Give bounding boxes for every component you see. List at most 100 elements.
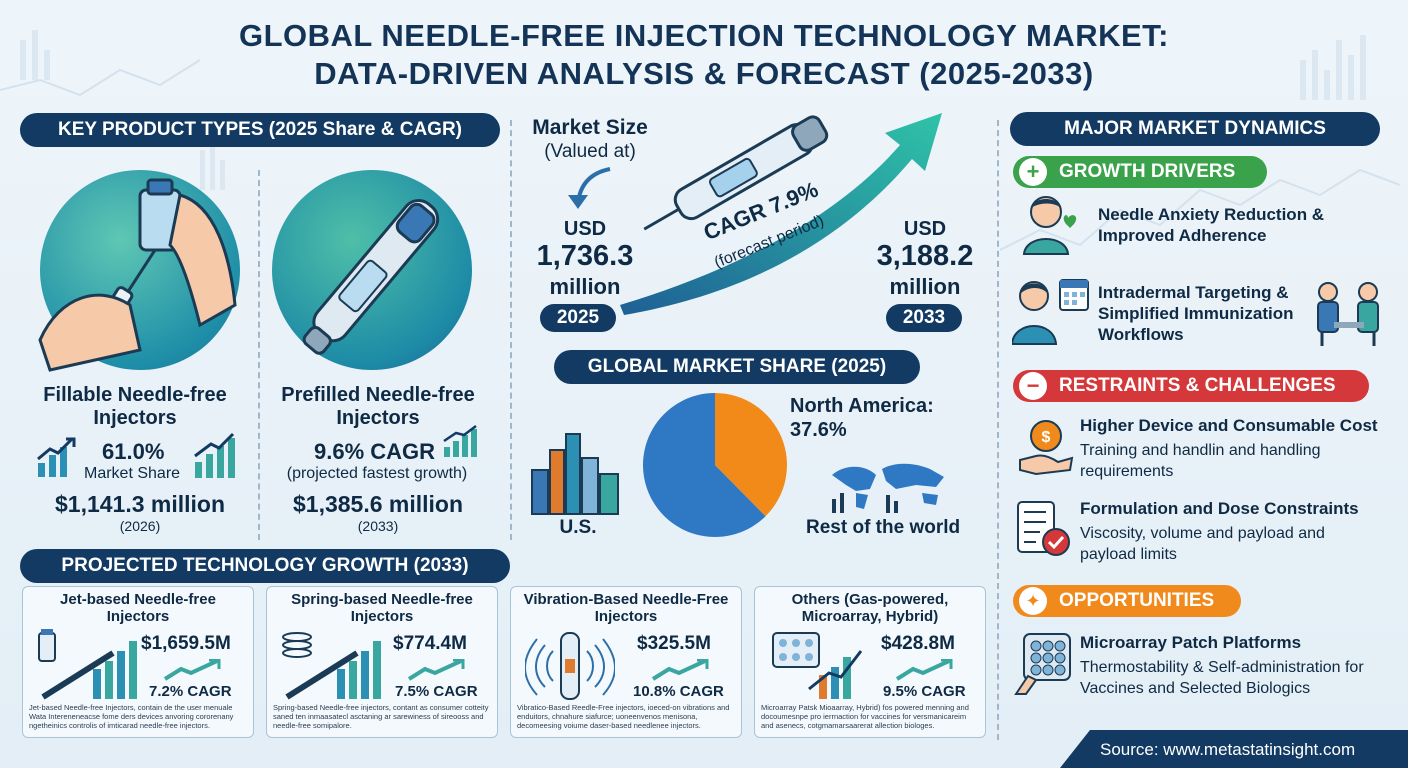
bar-growth-icon bbox=[194, 432, 235, 478]
tech-card-title: Spring-based Needle-free Injectors bbox=[291, 591, 473, 625]
opportunity-item-desc: Thermostability & Self-administration fo… bbox=[1080, 659, 1364, 697]
prefilled-injectors-name: Prefilled Needle-free Injectors bbox=[281, 384, 475, 429]
end-currency: USD bbox=[903, 218, 947, 240]
fillable-share-value: 61.0% bbox=[102, 439, 165, 464]
needle-free-pen-icon bbox=[643, 115, 829, 231]
hands-vial-syringe-icon bbox=[38, 178, 237, 372]
pie-slice-rest bbox=[643, 393, 766, 537]
tech-card-description: Jet-based Needle-free Injectors, contain… bbox=[29, 703, 234, 730]
trend-arrow-icon bbox=[407, 659, 465, 681]
microarray-patch-hand-icon bbox=[1014, 633, 1071, 695]
clinician-calendar-icon bbox=[1012, 279, 1089, 345]
global-market-share-heading: GLOBAL MARKET SHARE (2025) bbox=[554, 350, 920, 384]
spring-injector-icon bbox=[282, 632, 381, 700]
tech-card-jet: Jet-based Needle-free Injectors $1,659.5… bbox=[22, 586, 254, 738]
rest-of-world-label: Rest of the world bbox=[806, 517, 961, 538]
tech-card-description: Microarray Patsk Mioaarray, Hybrid) fos … bbox=[761, 703, 969, 730]
restraint-item-title: Formulation and Dose Constraints bbox=[1080, 499, 1359, 518]
restraint-item-title: Higher Device and Consumable Cost bbox=[1080, 416, 1378, 435]
tech-card-title: Jet-based Needle-free Injectors bbox=[60, 591, 216, 625]
injector-pen-icon bbox=[302, 199, 440, 355]
lightbulb-icon: ✦ bbox=[1019, 587, 1047, 615]
trend-arrow-icon bbox=[895, 659, 953, 681]
page-title-line1: GLOBAL NEEDLE-FREE INJECTION TECHNOLOGY … bbox=[238, 18, 1169, 53]
driver-item-title: Needle Anxiety Reduction & Improved Adhe… bbox=[1098, 205, 1325, 245]
tech-card-description: Vibratico-Based Reedle-Free injectors, i… bbox=[517, 703, 730, 730]
tech-card-title: Others (Gas-powered, Microarray, Hybrid) bbox=[791, 591, 949, 625]
restraints-pill: − RESTRAINTS & CHALLENGES bbox=[1013, 370, 1369, 402]
tech-card-cagr: 9.5% CAGR bbox=[883, 683, 966, 700]
page-title-line2: DATA-DRIVEN ANALYSIS & FORECAST (2025-20… bbox=[314, 56, 1094, 91]
tech-card-others: Others (Gas-powered, Microarray, Hybrid)… bbox=[754, 586, 986, 738]
fillable-share-label: Market Share bbox=[84, 465, 181, 482]
tech-card-cagr: 7.5% CAGR bbox=[395, 683, 478, 700]
tech-card-value: $1,659.5M bbox=[141, 633, 231, 654]
market-size-sublabel: (Valued at) bbox=[544, 141, 636, 162]
svg-text:$: $ bbox=[1042, 429, 1051, 446]
opportunities-pill: ✦ OPPORTUNITIES bbox=[1013, 585, 1241, 617]
restraint-item-desc: Viscosity, volume and payload and payloa… bbox=[1080, 525, 1325, 563]
curved-arrow-icon bbox=[568, 167, 611, 209]
tech-card-cagr: 7.2% CAGR bbox=[149, 683, 232, 700]
start-currency: USD bbox=[563, 218, 607, 240]
trend-arrow-icon bbox=[163, 659, 221, 681]
market-dynamics-heading: MAJOR MARKET DYNAMICS bbox=[1010, 112, 1380, 146]
source-text: Source: www.metastatinsight.com bbox=[1100, 740, 1356, 759]
checklist-icon bbox=[1017, 501, 1070, 556]
market-share-pie bbox=[643, 393, 787, 537]
tech-card-cagr: 10.8% CAGR bbox=[633, 683, 724, 700]
source-banner-bg bbox=[1060, 730, 1408, 768]
market-size-label: Market Size bbox=[532, 116, 648, 139]
smiling-person-icon bbox=[1022, 196, 1077, 255]
bar-growth-icon bbox=[37, 437, 76, 477]
minus-icon: − bbox=[1019, 372, 1047, 400]
tech-card-description: Spring-based Needle-free injectors, cont… bbox=[273, 703, 489, 730]
world-map-icon bbox=[832, 463, 944, 513]
opportunity-item-title: Microarray Patch Platforms bbox=[1080, 633, 1302, 652]
left-column-divider bbox=[510, 120, 512, 540]
restraints-label: RESTRAINTS & CHALLENGES bbox=[1059, 375, 1336, 396]
key-product-types-heading: KEY PRODUCT TYPES (2025 Share & CAGR) bbox=[20, 113, 500, 147]
us-label: U.S. bbox=[559, 517, 597, 538]
bar-growth-icon bbox=[443, 425, 477, 457]
cost-coin-hand-icon: $ bbox=[1019, 420, 1074, 476]
tech-growth-heading: PROJECTED TECHNOLOGY GROWTH (2033) bbox=[20, 549, 510, 583]
pie-slice-north-america bbox=[715, 393, 787, 517]
growth-drivers-label: GROWTH DRIVERS bbox=[1059, 161, 1236, 182]
plus-icon: + bbox=[1019, 158, 1047, 186]
north-america-label: North America: bbox=[790, 395, 934, 417]
start-amount: 1,736.3 bbox=[536, 240, 634, 272]
tech-card-title: Vibration-Based Needle-Free Injectors bbox=[523, 591, 729, 625]
end-year-badge: 2033 bbox=[886, 304, 962, 332]
city-skyline-icon bbox=[531, 433, 619, 515]
vaccination-scene-icon bbox=[1317, 282, 1379, 346]
fillable-amount: $1,141.3 million bbox=[54, 491, 226, 517]
driver-item-title: Intradermal Targeting & Simplified Immun… bbox=[1098, 283, 1294, 344]
end-amount: 3,188.2 bbox=[876, 240, 974, 272]
fillable-year: (2026) bbox=[119, 518, 161, 534]
fillable-injectors-name: Fillable Needle-free Injectors bbox=[43, 384, 227, 429]
tech-card-value: $325.5M bbox=[637, 633, 711, 654]
prefilled-cagr-label: (projected fastest growth) bbox=[286, 465, 468, 482]
right-column-divider bbox=[997, 120, 999, 740]
prefilled-amount: $1,385.6 million bbox=[292, 491, 464, 517]
growth-arrow bbox=[620, 113, 942, 315]
start-unit: million bbox=[549, 274, 621, 299]
microarray-patch-icon bbox=[772, 632, 863, 699]
opportunities-label: OPPORTUNITIES bbox=[1059, 590, 1215, 611]
tech-card-value: $774.4M bbox=[393, 633, 467, 654]
trend-arrow-icon bbox=[651, 659, 709, 681]
growth-drivers-pill: + GROWTH DRIVERS bbox=[1013, 156, 1267, 188]
start-year-badge: 2025 bbox=[540, 304, 616, 332]
prefilled-year: (2033) bbox=[357, 518, 399, 534]
tech-card-spring: Spring-based Needle-free Injectors $774.… bbox=[266, 586, 498, 738]
tech-card-vibration: Vibration-Based Needle-Free Injectors $3… bbox=[510, 586, 742, 738]
vibration-injector-icon bbox=[525, 632, 615, 700]
prefilled-cagr-value: 9.6% CAGR bbox=[314, 439, 436, 464]
product-divider bbox=[258, 170, 260, 540]
north-america-value: 37.6% bbox=[790, 419, 847, 441]
tech-card-value: $428.8M bbox=[881, 633, 955, 654]
end-unit: million bbox=[889, 274, 961, 299]
restraint-item-desc: Training and handlin and handling requir… bbox=[1080, 442, 1321, 480]
